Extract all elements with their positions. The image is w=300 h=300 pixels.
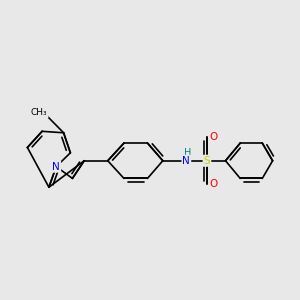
Text: N: N	[182, 156, 190, 166]
Text: N: N	[52, 162, 60, 172]
Text: S: S	[204, 156, 210, 166]
Text: CH₃: CH₃	[31, 108, 47, 117]
Text: O: O	[209, 132, 217, 142]
Text: H: H	[184, 148, 192, 158]
Text: O: O	[209, 179, 217, 189]
